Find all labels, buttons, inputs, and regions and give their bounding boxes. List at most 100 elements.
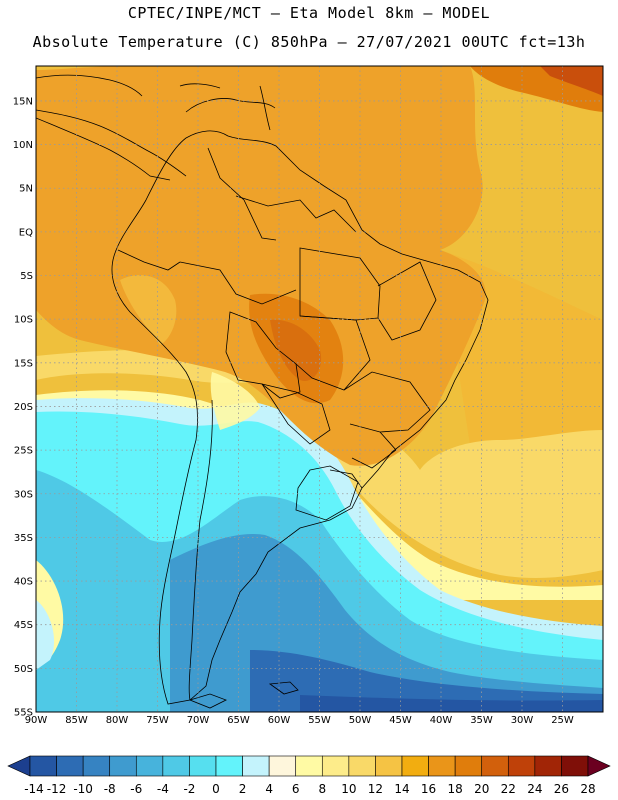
colorbar-bin-0 xyxy=(29,755,57,777)
falkland-islands xyxy=(268,681,299,695)
coastline-central-america-2 xyxy=(36,109,187,177)
lat-label-10N: 10N xyxy=(13,140,33,151)
colorbar xyxy=(7,755,611,777)
border-colombia-venezuela xyxy=(207,147,277,241)
map-frame xyxy=(35,65,604,713)
colorbar-overflow xyxy=(587,755,611,777)
border-venezuela-brazil xyxy=(235,195,357,233)
lat-label-50S: 50S xyxy=(14,664,33,675)
colorbar-label-6: 6 xyxy=(292,782,300,796)
colorbar-label-10: 10 xyxy=(341,782,356,796)
colorbar-bin-15 xyxy=(428,755,456,777)
colorbar-label-8: 8 xyxy=(318,782,326,796)
lon-label-65W: 65W xyxy=(227,715,250,726)
colorbar-bin-4 xyxy=(135,755,164,777)
border-bolivia xyxy=(225,311,301,399)
longitude-axis: 90W 85W 80W 75W 70W 65W 60W 55W 50W 45W 40W 35W 30W 2… xyxy=(25,715,574,726)
coastline-central-america xyxy=(36,117,171,181)
border-peru-brazil xyxy=(179,261,297,305)
colorbar-bin-18 xyxy=(507,755,536,777)
colorbar-bin-9 xyxy=(268,755,297,777)
field-pale-belt xyxy=(36,350,603,578)
field-continent-warm xyxy=(36,66,486,466)
colorbar-label-18: 18 xyxy=(448,782,463,796)
lat-label-45S: 45S xyxy=(14,620,33,631)
border-paraguay xyxy=(261,383,331,445)
colorbar-label-28: 28 xyxy=(580,782,595,796)
colorbar-bin-3 xyxy=(109,755,137,777)
colorbar-bin-6 xyxy=(189,755,217,777)
field-cold-blue-4 xyxy=(300,695,603,712)
colorbar-underflow xyxy=(7,755,31,777)
lon-label-60W: 60W xyxy=(268,715,291,726)
colorbar-labels: -14 -12 -10 -8 -6 -4 -2 0 2 4 6 8 10 12 14 16 18 20 22 24 26… xyxy=(24,782,595,796)
colorbar-label--12: -12 xyxy=(47,782,67,796)
lon-label-70W: 70W xyxy=(187,715,210,726)
lon-label-55W: 55W xyxy=(308,715,331,726)
border-uruguay xyxy=(295,465,359,521)
island-hispaniola xyxy=(179,83,221,89)
island-cuba xyxy=(36,74,143,97)
colorbar-label--8: -8 xyxy=(104,782,116,796)
colorbar-label--10: -10 xyxy=(73,782,93,796)
lon-label-35W: 35W xyxy=(470,715,493,726)
colorbar-label-26: 26 xyxy=(554,782,569,796)
colorbar-bin-20 xyxy=(561,755,589,777)
lon-label-75W: 75W xyxy=(146,715,169,726)
lon-label-85W: 85W xyxy=(65,715,88,726)
border-ecuador-peru xyxy=(117,249,181,271)
colorbar-label-4: 4 xyxy=(265,782,273,796)
colorbar-label-12: 12 xyxy=(368,782,383,796)
field-andes-front xyxy=(210,372,260,430)
colorbar-label-22: 22 xyxy=(501,782,516,796)
lat-label-15N: 15N xyxy=(13,96,33,107)
colorbar-label--14: -14 xyxy=(24,782,44,796)
colorbar-label--2: -2 xyxy=(183,782,195,796)
title-line-2: Absolute Temperature (C) 850hPa – 27/07/… xyxy=(32,33,586,51)
lat-label-10S: 10S xyxy=(14,315,33,326)
colorbar-bin-2 xyxy=(82,755,111,777)
border-argentina-uruguay xyxy=(329,469,363,489)
field-andes-cool xyxy=(120,275,177,345)
lon-label-40W: 40W xyxy=(430,715,453,726)
lat-label-EQ: EQ xyxy=(19,227,33,238)
coastline-south-america xyxy=(111,130,489,705)
graticule xyxy=(35,66,603,713)
colorbar-label-2: 2 xyxy=(239,782,247,796)
lat-label-25S: 25S xyxy=(14,446,33,457)
colorbar-bin-5 xyxy=(162,755,190,777)
latitude-axis: 15N 10N 5N EQ 5S 10S 15S 20S 25S 30S 35S 40S 45S 50S 5… xyxy=(13,96,33,718)
lat-label-35S: 35S xyxy=(14,533,33,544)
lon-label-90W: 90W xyxy=(25,715,48,726)
field-hotter-ne xyxy=(540,66,603,96)
lat-label-30S: 30S xyxy=(14,489,33,500)
colorbar-bin-14 xyxy=(401,755,429,777)
tierra-del-fuego xyxy=(188,693,227,709)
colorbar-bin-19 xyxy=(534,755,562,777)
lat-label-15S: 15S xyxy=(14,358,33,369)
island-antilles xyxy=(259,85,271,131)
colorbar-bin-17 xyxy=(481,755,509,777)
lon-label-50W: 50W xyxy=(349,715,372,726)
coastline-caribbean xyxy=(185,98,276,113)
lat-label-20S: 20S xyxy=(14,402,33,413)
colorbar-label-20: 20 xyxy=(474,782,489,796)
colorbar-label--4: -4 xyxy=(157,782,169,796)
border-brazil-states-2 xyxy=(377,261,437,341)
lat-label-5S: 5S xyxy=(20,271,33,282)
colorbar-bin-10 xyxy=(295,755,323,777)
colorbar-bin-13 xyxy=(375,755,403,777)
map-outlines xyxy=(36,74,489,709)
colorbar-label-24: 24 xyxy=(527,782,542,796)
field-warm-core-2 xyxy=(270,319,322,381)
colorbar-bin-16 xyxy=(454,755,483,777)
colorbar-bin-1 xyxy=(56,755,84,777)
colorbar-bin-8 xyxy=(242,755,270,777)
colorbar-label-16: 16 xyxy=(421,782,436,796)
lat-label-5N: 5N xyxy=(19,184,33,195)
colorbar-bin-12 xyxy=(348,755,376,777)
colorbar-bin-7 xyxy=(215,755,243,777)
border-brazil-states-5 xyxy=(351,431,397,469)
lon-label-80W: 80W xyxy=(106,715,129,726)
